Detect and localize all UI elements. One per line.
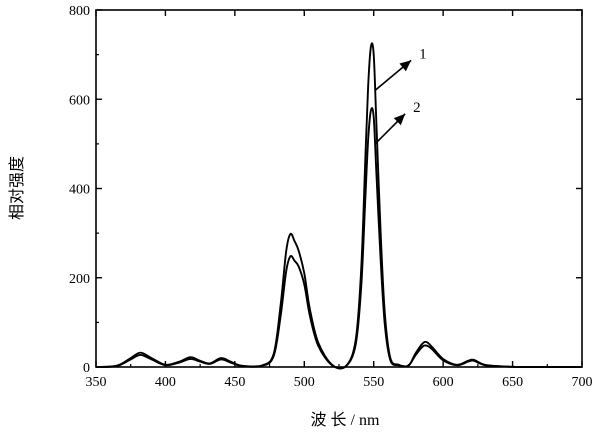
x-axis-ticks: 350 400 450 500 550 600 650 700 [86, 10, 593, 390]
y-tick-label: 600 [69, 93, 90, 108]
x-tick-label: 600 [433, 375, 454, 390]
y-axis-title: 相对强度 [8, 156, 26, 220]
y-tick-label: 400 [69, 183, 90, 198]
series-arrowhead-1 [399, 60, 412, 72]
plot-frame [95, 9, 583, 368]
x-axis-title: 波 长 / nm [311, 411, 380, 429]
x-tick-label: 700 [572, 375, 593, 390]
x-tick-label: 650 [502, 375, 523, 390]
y-tick-label: 800 [69, 4, 90, 19]
series-line-2 [95, 107, 583, 370]
x-tick-label: 400 [155, 375, 176, 390]
x-tick-label: 450 [224, 375, 245, 390]
series-label-1: 1 [419, 46, 427, 62]
y-tick-label: 0 [83, 361, 90, 376]
x-tick-label: 550 [363, 375, 384, 390]
series-arrowhead-2 [393, 113, 406, 126]
x-tick-label: 500 [294, 375, 315, 390]
y-tick-label: 200 [69, 272, 90, 287]
series-label-2: 2 [413, 100, 421, 116]
series-markers: 12 [374, 46, 427, 145]
plot-lines [95, 42, 583, 370]
y-axis-ticks: 0 200 400 600 800 [69, 4, 582, 376]
series-line-1 [95, 42, 583, 370]
x-tick-label: 350 [86, 375, 107, 390]
